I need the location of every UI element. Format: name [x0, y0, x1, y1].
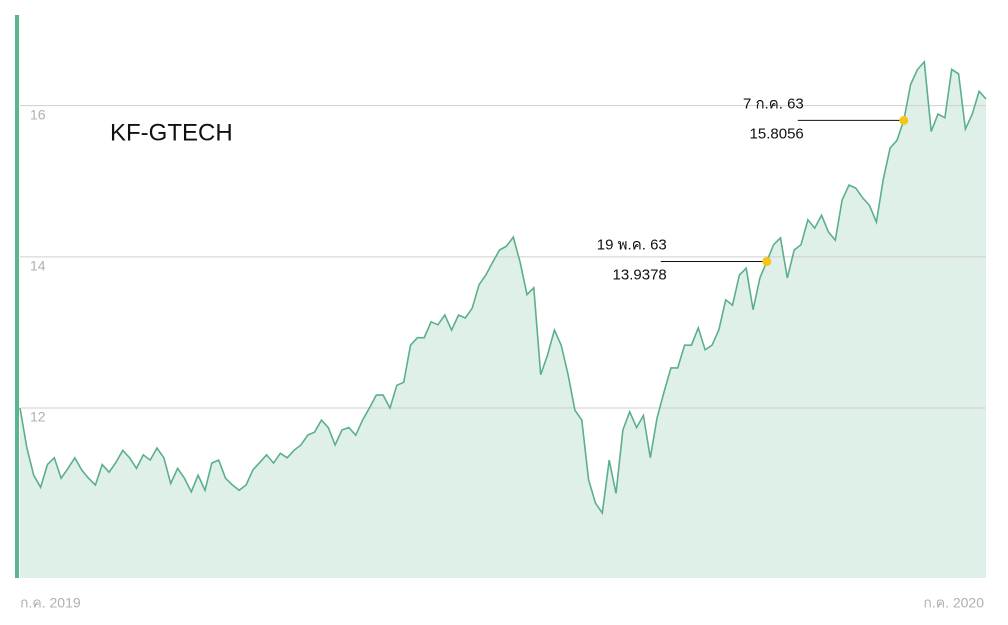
- chart-title: KF-GTECH: [110, 119, 233, 146]
- annotation-marker: [762, 257, 772, 267]
- x-label: ก.ค. 2019: [20, 595, 81, 611]
- area: [20, 61, 986, 578]
- annotation-value: 13.9378: [613, 266, 667, 283]
- axis-bar: [15, 15, 19, 578]
- annotation-date: 19 พ.ค. 63: [597, 236, 667, 253]
- annotation-marker: [899, 115, 909, 125]
- line: [19, 60, 987, 516]
- y-tick-label: 12: [30, 409, 46, 425]
- annotation-value: 15.8056: [750, 125, 804, 142]
- annotation-date: 7 ก.ค. 63: [743, 95, 804, 112]
- x-label: ก.ค. 2020: [923, 595, 984, 611]
- y-tick-label: 16: [30, 106, 46, 122]
- y-tick-label: 14: [30, 258, 46, 274]
